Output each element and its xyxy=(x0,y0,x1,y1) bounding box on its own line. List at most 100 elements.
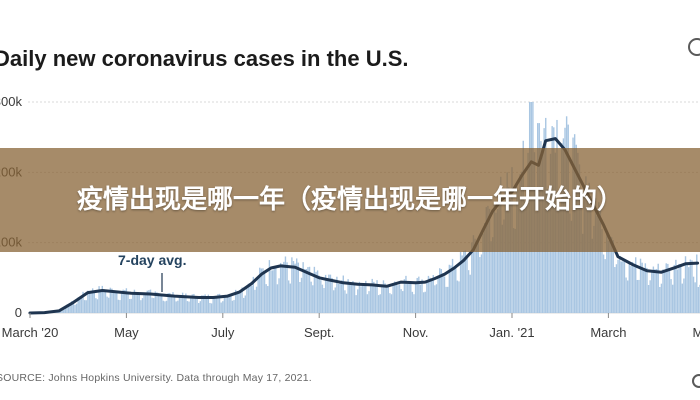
daily-bar xyxy=(313,266,316,313)
daily-bar xyxy=(173,297,176,313)
daily-bar xyxy=(178,295,181,313)
daily-bar xyxy=(262,268,264,313)
daily-bar xyxy=(488,208,491,313)
daily-bar xyxy=(140,300,142,313)
daily-bar xyxy=(257,276,259,313)
daily-bar xyxy=(167,293,169,313)
daily-bar xyxy=(226,294,229,313)
daily-bar xyxy=(609,239,611,313)
daily-bar xyxy=(116,290,118,313)
daily-bar xyxy=(459,251,462,313)
daily-bar xyxy=(74,304,76,313)
daily-bar xyxy=(297,262,300,313)
daily-bar xyxy=(614,267,616,313)
info-icon[interactable] xyxy=(688,38,700,56)
daily-bar xyxy=(156,292,158,313)
daily-bar xyxy=(296,258,298,313)
daily-bar xyxy=(466,256,468,313)
daily-bar xyxy=(620,261,622,313)
daily-bar xyxy=(278,278,280,313)
daily-bar xyxy=(220,302,222,313)
daily-bar xyxy=(439,268,441,313)
daily-bar xyxy=(652,266,655,313)
daily-bar xyxy=(270,270,272,313)
daily-bar xyxy=(360,286,362,313)
daily-bar xyxy=(429,277,431,313)
daily-bar xyxy=(300,277,303,313)
daily-bar xyxy=(241,287,243,313)
daily-bar xyxy=(122,289,124,313)
daily-bar xyxy=(284,256,287,313)
daily-bar xyxy=(389,293,391,313)
daily-bar xyxy=(358,281,361,313)
daily-bar xyxy=(483,223,486,313)
daily-bar xyxy=(377,295,380,313)
daily-bar xyxy=(119,300,121,313)
daily-bar xyxy=(135,292,137,313)
daily-bar xyxy=(214,298,216,313)
daily-bar xyxy=(318,275,320,313)
daily-bar xyxy=(310,281,312,313)
daily-bar xyxy=(606,230,608,313)
daily-bar xyxy=(371,278,373,313)
daily-bar xyxy=(236,293,238,313)
daily-bar xyxy=(440,269,443,313)
daily-bar xyxy=(124,290,126,313)
daily-bar xyxy=(355,295,357,313)
daily-bar xyxy=(593,225,595,313)
daily-bar xyxy=(437,275,439,313)
daily-bar xyxy=(697,286,700,313)
daily-bar xyxy=(239,293,242,313)
daily-bar xyxy=(670,279,672,313)
daily-bar xyxy=(596,216,598,313)
daily-bar xyxy=(162,300,165,313)
daily-bar xyxy=(668,270,671,313)
daily-bar xyxy=(276,284,279,313)
daily-bar xyxy=(369,284,372,313)
daily-bar xyxy=(430,279,433,313)
daily-bar xyxy=(228,296,230,313)
daily-bar xyxy=(635,257,637,313)
daily-bar xyxy=(688,267,690,313)
x-tick-label: March '20 xyxy=(2,325,59,340)
daily-bar xyxy=(332,290,335,313)
daily-bar xyxy=(602,254,605,313)
daily-bar xyxy=(117,299,120,313)
daily-bar xyxy=(392,283,394,313)
daily-bar xyxy=(222,301,224,313)
daily-bar xyxy=(590,195,592,313)
daily-bar xyxy=(402,291,404,313)
daily-bar xyxy=(185,293,187,313)
daily-bar xyxy=(448,264,451,313)
daily-bar xyxy=(66,304,68,313)
daily-bar xyxy=(631,261,634,313)
daily-bar xyxy=(339,280,341,313)
daily-bar xyxy=(625,277,627,313)
daily-bar xyxy=(207,294,210,313)
daily-bar xyxy=(130,298,132,313)
daily-bar xyxy=(456,280,459,313)
daily-bar xyxy=(376,280,378,313)
daily-bar xyxy=(91,288,94,313)
daily-bar xyxy=(291,257,293,313)
daily-bar xyxy=(681,283,684,313)
daily-bar xyxy=(628,261,630,313)
daily-bar xyxy=(663,271,666,313)
daily-bar xyxy=(514,228,516,313)
daily-bar xyxy=(75,303,78,313)
daily-bar xyxy=(667,263,669,313)
daily-bar xyxy=(475,241,478,313)
daily-bar xyxy=(265,284,267,313)
daily-bar xyxy=(79,297,81,313)
daily-bar xyxy=(684,256,687,313)
daily-bar xyxy=(662,269,664,313)
daily-bar xyxy=(366,294,369,313)
info-icon[interactable] xyxy=(692,374,700,388)
x-tick-label: May xyxy=(114,325,139,340)
daily-bar xyxy=(294,263,296,313)
daily-bar xyxy=(644,263,647,313)
daily-bar xyxy=(267,286,269,313)
daily-bar xyxy=(326,278,328,313)
daily-bar xyxy=(336,276,338,313)
daily-bar xyxy=(128,298,131,313)
